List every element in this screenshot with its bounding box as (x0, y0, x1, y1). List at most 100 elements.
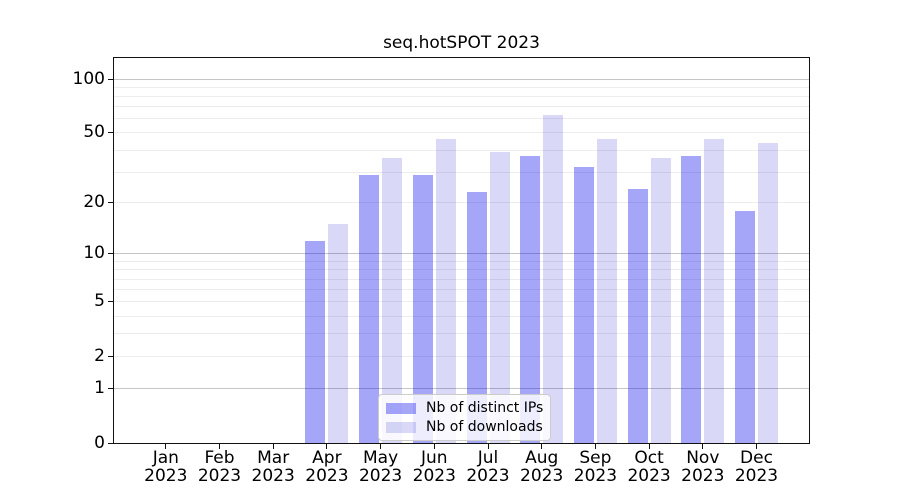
x-label-year: 2023 (681, 465, 725, 486)
x-label-month: Oct (634, 448, 664, 468)
x-tick-label-feb: Feb 2023 (185, 449, 255, 486)
x-tick-nov (702, 443, 704, 449)
x-tick-label-may: May 2023 (346, 448, 416, 486)
bar-layer (114, 58, 809, 443)
y-tick-20 (108, 202, 113, 204)
gridline-minor-5 (114, 301, 809, 303)
gridline-minor-70 (114, 106, 809, 108)
bar-sep-downloads (596, 139, 617, 443)
gridline-minor-40 (114, 149, 809, 151)
y-tick-label-2: 2 (94, 345, 105, 366)
bar-jun-downloads (435, 139, 456, 443)
bar-oct-downloads (650, 158, 671, 443)
legend-swatch-distinct-ips (386, 402, 416, 414)
x-label-month: Nov (686, 448, 720, 468)
legend-swatch-downloads (386, 421, 416, 433)
x-tick-label-dec: Dec 2023 (722, 448, 792, 486)
x-label-month: Dec (740, 448, 773, 468)
y-tick-50 (108, 132, 113, 134)
x-label-year: 2023 (197, 465, 242, 486)
x-tick-label-jun: Jun 2023 (399, 448, 469, 486)
x-tick-label-apr: Apr 2023 (292, 449, 362, 486)
x-tick-label-sep: Sep 2023 (560, 448, 630, 486)
y-tick-1 (108, 387, 113, 389)
x-tick-jun (433, 443, 435, 449)
gridline-minor-90 (114, 86, 809, 88)
x-label-month: May (363, 448, 399, 468)
legend-label-downloads: Nb of downloads (426, 419, 543, 435)
x-label-month: Aug (525, 448, 559, 468)
x-tick-apr (326, 443, 328, 449)
x-label-month: Sep (579, 448, 612, 468)
x-label-year: 2023 (412, 465, 456, 486)
x-label-year: 2023 (466, 465, 510, 486)
y-tick-label-10: 10 (83, 243, 105, 264)
y-tick-10 (108, 253, 113, 255)
x-label-year: 2023 (573, 465, 618, 486)
x-tick-mar (272, 443, 274, 449)
x-tick-aug (541, 443, 543, 449)
x-tick-jul (487, 443, 489, 449)
gridline-major-10 (114, 253, 809, 255)
y-tick-label-50: 50 (83, 122, 105, 143)
gridline-minor-4 (114, 315, 809, 317)
y-tick-label-100: 100 (72, 68, 105, 89)
gridline-minor-60 (114, 118, 809, 120)
bar-apr-downloads (328, 224, 349, 443)
bar-jul-downloads (489, 152, 510, 443)
y-tick-label-5: 5 (94, 291, 105, 312)
gridline-major-1 (114, 387, 809, 389)
y-tick-0 (108, 442, 113, 444)
bar-aug-downloads (543, 115, 564, 443)
bar-may-downloads (382, 158, 403, 443)
x-label-month: Jan (152, 448, 179, 468)
bar-sep-distinct-ips (573, 167, 594, 443)
x-tick-oct (648, 443, 650, 449)
bar-dec-downloads (758, 142, 778, 443)
y-tick-100 (108, 78, 113, 80)
grid-layer (114, 58, 809, 443)
x-tick-sep (594, 443, 596, 449)
gridline-minor-80 (114, 95, 809, 97)
gridline-minor-50 (114, 132, 809, 134)
x-tick-feb (219, 443, 220, 449)
x-tick-jan (165, 443, 167, 449)
gridline-minor-7 (114, 278, 809, 280)
x-label-year: 2023 (305, 465, 349, 486)
bar-nov-downloads (704, 139, 725, 443)
x-label-year: 2023 (358, 465, 403, 486)
x-label-year: 2023 (520, 465, 564, 486)
legend-label-distinct-ips: Nb of distinct IPs (426, 400, 544, 416)
x-tick-label-aug: Aug 2023 (507, 448, 577, 486)
gridline-minor-3 (114, 333, 809, 335)
bar-aug-distinct-ips (520, 156, 541, 443)
legend: Nb of distinct IPs Nb of downloads (378, 394, 552, 441)
chart-title: seq.hotSPOT 2023 (383, 33, 540, 53)
legend-item-downloads: Nb of downloads (386, 419, 543, 435)
x-label-year: 2023 (251, 465, 295, 486)
y-tick-2 (108, 355, 113, 357)
gridline-major-100 (114, 78, 809, 80)
x-label-year: 2023 (144, 465, 188, 486)
gridline-minor-2 (114, 355, 809, 357)
bar-jun-distinct-ips (412, 174, 433, 443)
x-tick-may (380, 443, 382, 449)
x-label-month: Mar (257, 448, 290, 468)
y-tick-label-0: 0 (94, 432, 105, 453)
bar-dec-distinct-ips (735, 210, 755, 443)
gridline-minor-9 (114, 260, 809, 262)
y-tick-label-1: 1 (94, 377, 105, 398)
legend-item-distinct-ips: Nb of distinct IPs (386, 400, 543, 416)
x-label-month: Jun (421, 448, 448, 468)
bar-jul-distinct-ips (466, 192, 487, 443)
x-label-year: 2023 (734, 465, 779, 486)
bar-oct-distinct-ips (627, 189, 648, 443)
x-tick-label-oct: Oct 2023 (614, 448, 684, 485)
gridline-minor-8 (114, 269, 809, 271)
x-tick-label-nov: Nov 2023 (668, 448, 738, 486)
x-tick-dec (756, 443, 757, 449)
bar-nov-distinct-ips (681, 156, 702, 443)
x-tick-label-jul: Jul 2023 (453, 449, 523, 486)
y-tick-label-20: 20 (83, 192, 105, 213)
